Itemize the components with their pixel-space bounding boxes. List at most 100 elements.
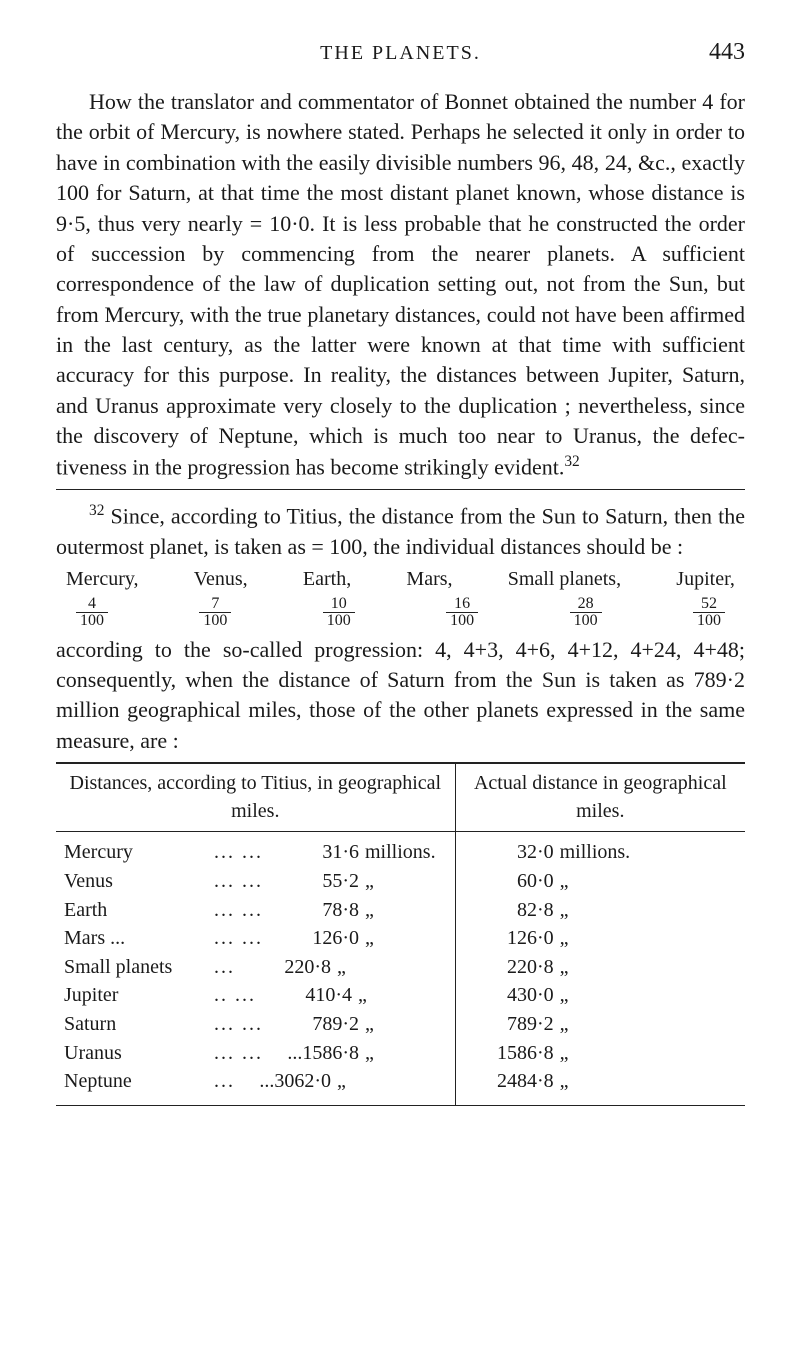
titius-unit: „ xyxy=(337,954,447,982)
titius-value: 78·8 xyxy=(269,897,365,925)
leader-dots: .. ... xyxy=(214,982,262,1010)
table-row: 60·0„ xyxy=(464,868,737,896)
planet-name: Neptune xyxy=(64,1068,214,1096)
fraction-den: 100 xyxy=(323,613,355,629)
fraction-num: 7 xyxy=(199,596,231,613)
table-row: Jupiter.. ...410·4„ xyxy=(64,982,447,1010)
table-row: Uranus... ......1586·8„ xyxy=(64,1040,447,1068)
footnote-para-1: 32 Since, according to Titius, the dista… xyxy=(56,500,745,562)
fraction-num: 52 xyxy=(693,596,725,613)
running-head: THE PLANETS. 443 xyxy=(56,36,745,69)
page-number: 443 xyxy=(685,36,745,69)
running-title: THE PLANETS. xyxy=(116,40,685,68)
leader-dots: ... ... xyxy=(214,925,269,953)
table-row: Venus... ...55·2„ xyxy=(64,868,447,896)
titius-value: ...3062·0 xyxy=(241,1068,337,1096)
table-body-left: Mercury... ...31·6millions.Venus... ...5… xyxy=(56,832,456,1104)
label-mercury: Mercury, xyxy=(66,566,139,594)
fraction-den: 100 xyxy=(76,613,108,629)
label-small-planets: Small planets, xyxy=(508,566,621,594)
titius-value: 410·4 xyxy=(262,982,358,1010)
table-head-left: Distances, according to Titius, in geogr… xyxy=(56,764,456,831)
actual-unit: millions. xyxy=(560,839,737,867)
actual-value: 82·8 xyxy=(464,897,560,925)
fraction-num: 10 xyxy=(323,596,355,613)
body-text: How the translator and commentator of Bo… xyxy=(56,89,745,480)
actual-unit: „ xyxy=(560,868,737,896)
titius-value: 789·2 xyxy=(269,1011,365,1039)
planet-labels-line: Mercury, Venus, Earth, Mars, Small plane… xyxy=(66,566,735,594)
fraction-den: 100 xyxy=(199,613,231,629)
planet-name: Uranus xyxy=(64,1040,214,1068)
titius-unit: „ xyxy=(365,925,447,953)
planet-name: Jupiter xyxy=(64,982,214,1010)
table-row: 430·0„ xyxy=(464,982,737,1010)
actual-unit: „ xyxy=(560,925,737,953)
table-row: 2484·8„ xyxy=(464,1068,737,1096)
table-row: Neptune... ...3062·0„ xyxy=(64,1068,447,1096)
planet-name: Mars ... xyxy=(64,925,214,953)
actual-value: 2484·8 xyxy=(464,1068,560,1096)
fraction-1: 7 100 xyxy=(199,596,231,629)
table-head-right: Actual distance in geographical miles. xyxy=(456,764,745,831)
titius-unit: „ xyxy=(365,897,447,925)
fraction-den: 100 xyxy=(693,613,725,629)
actual-unit: „ xyxy=(560,1040,737,1068)
label-jupiter: Jupiter, xyxy=(676,566,735,594)
titius-unit: „ xyxy=(365,1011,447,1039)
table-row: Mars ...... ...126·0„ xyxy=(64,925,447,953)
table-body: Mercury... ...31·6millions.Venus... ...5… xyxy=(56,832,745,1104)
titius-value: 126·0 xyxy=(269,925,365,953)
table-row: Mercury... ...31·6millions. xyxy=(64,839,447,867)
footnote-text-1: Since, according to Titius, the distance… xyxy=(56,503,745,558)
table-row: Saturn... ...789·2„ xyxy=(64,1011,447,1039)
actual-value: 220·8 xyxy=(464,954,560,982)
table-row: 126·0„ xyxy=(464,925,737,953)
fraction-4: 28 100 xyxy=(570,596,602,629)
table-row: Earth... ...78·8„ xyxy=(64,897,447,925)
fraction-2: 10 100 xyxy=(323,596,355,629)
table-row: 82·8„ xyxy=(464,897,737,925)
actual-value: 126·0 xyxy=(464,925,560,953)
titius-unit: millions. xyxy=(365,839,447,867)
titius-unit: „ xyxy=(365,868,447,896)
actual-unit: „ xyxy=(560,954,737,982)
titius-value: 220·8 xyxy=(241,954,337,982)
table-row: 1586·8„ xyxy=(464,1040,737,1068)
actual-value: 1586·8 xyxy=(464,1040,560,1068)
fraction-den: 100 xyxy=(446,613,478,629)
label-venus: Venus, xyxy=(194,566,248,594)
table-head: Distances, according to Titius, in geogr… xyxy=(56,764,745,832)
table-row: Small planets...220·8„ xyxy=(64,954,447,982)
table-body-right: 32·0millions.60·0„82·8„126·0„220·8„430·0… xyxy=(456,832,745,1104)
titius-unit: „ xyxy=(365,1040,447,1068)
titius-unit: „ xyxy=(337,1068,447,1096)
label-earth: Earth, xyxy=(303,566,351,594)
table-row: 220·8„ xyxy=(464,954,737,982)
footnote-rule xyxy=(56,489,745,490)
page: THE PLANETS. 443 How the translator and … xyxy=(0,0,801,1361)
distances-table: Distances, according to Titius, in geogr… xyxy=(56,762,745,1106)
titius-unit: „ xyxy=(358,982,447,1010)
actual-unit: „ xyxy=(560,897,737,925)
planet-name: Mercury xyxy=(64,839,214,867)
leader-dots: ... ... xyxy=(214,868,269,896)
actual-unit: „ xyxy=(560,982,737,1010)
actual-value: 60·0 xyxy=(464,868,560,896)
footnote-block: 32 Since, according to Titius, the dista… xyxy=(56,500,745,756)
fraction-0: 4 100 xyxy=(76,596,108,629)
planet-name: Saturn xyxy=(64,1011,214,1039)
body-paragraph: How the translator and commentator of Bo… xyxy=(56,87,745,483)
actual-value: 32·0 xyxy=(464,839,560,867)
titius-value: 55·2 xyxy=(269,868,365,896)
titius-value: 31·6 xyxy=(269,839,365,867)
actual-unit: „ xyxy=(560,1068,737,1096)
titius-value: ...1586·8 xyxy=(269,1040,365,1068)
fraction-5: 52 100 xyxy=(693,596,725,629)
table-row: 789·2„ xyxy=(464,1011,737,1039)
planet-name: Venus xyxy=(64,868,214,896)
fraction-num: 16 xyxy=(446,596,478,613)
leader-dots: ... ... xyxy=(214,1011,269,1039)
fractions-row: 4 100 7 100 10 100 16 100 28 100 52 100 xyxy=(76,596,725,629)
planet-name: Earth xyxy=(64,897,214,925)
